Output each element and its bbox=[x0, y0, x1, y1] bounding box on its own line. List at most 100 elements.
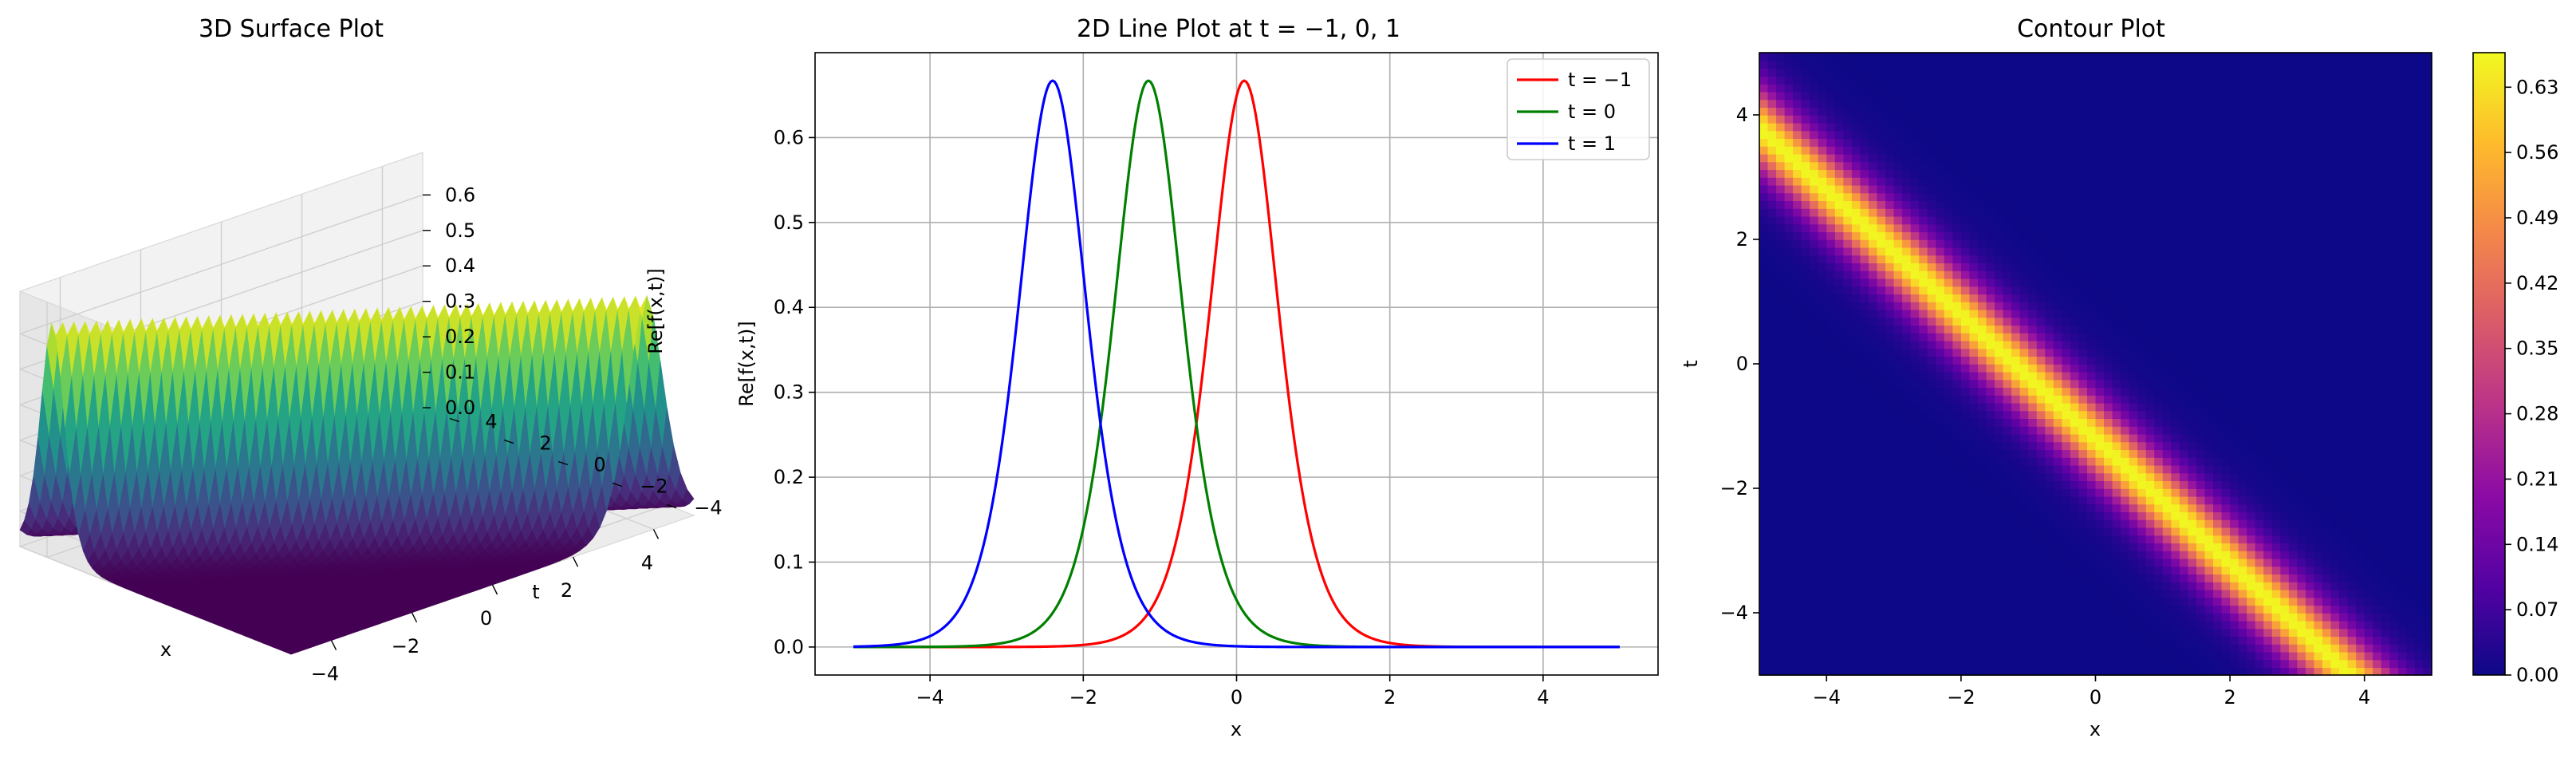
contour-cell bbox=[2053, 613, 2063, 622]
contour-cell bbox=[2019, 620, 2029, 630]
contour-cell bbox=[1826, 620, 1836, 630]
contour-cell bbox=[2347, 636, 2357, 645]
contour-cell bbox=[2053, 597, 2063, 606]
contour-cell bbox=[2305, 582, 2315, 590]
contour-cell bbox=[1969, 597, 1979, 606]
contour-cell bbox=[1834, 613, 1845, 622]
contour-cell bbox=[2238, 628, 2247, 638]
contour-cell bbox=[1936, 566, 1945, 575]
contour-cell bbox=[2330, 605, 2340, 614]
contour-cell bbox=[2095, 582, 2105, 590]
contour-cell bbox=[2230, 628, 2239, 638]
contour-cell bbox=[1776, 636, 1786, 645]
contour-cell bbox=[2339, 566, 2349, 575]
line-chart-y-tick-label: 0.0 bbox=[774, 636, 804, 658]
contour-cell bbox=[1927, 605, 1937, 614]
contour-cell bbox=[2204, 558, 2214, 567]
contour-cell bbox=[2221, 636, 2231, 645]
contour-cell bbox=[1759, 551, 1769, 559]
contour-cell bbox=[2019, 558, 2029, 567]
contour-cell bbox=[1936, 636, 1945, 645]
contour-cell bbox=[2389, 558, 2399, 567]
contour-cell bbox=[2179, 597, 2189, 606]
contour-cell bbox=[2028, 620, 2038, 630]
contour-cell bbox=[2003, 605, 2012, 614]
contour-cell bbox=[1810, 566, 1819, 575]
contour-cell bbox=[2145, 644, 2156, 653]
contour-cell bbox=[2188, 597, 2197, 606]
contour-cell bbox=[2137, 605, 2147, 614]
contour-cell bbox=[2389, 589, 2399, 598]
contour-cell bbox=[2129, 574, 2138, 582]
contour-cell bbox=[2238, 566, 2247, 575]
contour-cell bbox=[2373, 605, 2382, 614]
contour-cell bbox=[1843, 574, 1853, 582]
contour-cell bbox=[2373, 574, 2382, 582]
contour-cell bbox=[2104, 620, 2113, 630]
contour-cell bbox=[1877, 574, 1886, 582]
line-chart-y-axis-label: Re[f(x,t)] bbox=[735, 321, 758, 407]
contour-cell bbox=[2003, 628, 2012, 638]
contour-cell bbox=[1877, 613, 1886, 622]
contour-cell bbox=[2280, 582, 2290, 590]
contour-cell bbox=[2305, 597, 2315, 606]
contour-cell bbox=[2196, 597, 2206, 606]
contour-cell bbox=[2322, 644, 2332, 653]
contour-cell bbox=[2322, 582, 2332, 590]
contour-cell bbox=[1810, 644, 1819, 653]
contour-cell bbox=[2305, 659, 2315, 669]
contour-cell bbox=[2230, 589, 2239, 598]
contour-cell bbox=[1893, 566, 1903, 575]
contour-cell bbox=[1885, 597, 1895, 606]
contour-cell bbox=[1936, 597, 1945, 606]
contour-cell bbox=[2280, 551, 2290, 559]
contour-cell bbox=[2196, 620, 2206, 630]
contour-cell bbox=[2389, 620, 2399, 630]
contour-cell bbox=[2086, 589, 2097, 598]
contour-cell bbox=[1877, 644, 1886, 653]
contour-cell bbox=[2414, 644, 2424, 653]
contour-cell bbox=[2188, 651, 2197, 661]
contour-cell bbox=[2145, 605, 2156, 614]
contour-cell bbox=[1877, 636, 1886, 645]
contour-cell bbox=[2036, 628, 2046, 638]
contour-cell bbox=[1801, 620, 1811, 630]
contour-cell bbox=[2078, 651, 2088, 661]
contour-cell bbox=[2154, 551, 2164, 559]
contour-cell bbox=[2204, 651, 2214, 661]
surface-z-tick-label: 0.5 bbox=[445, 219, 475, 242]
contour-cell bbox=[2288, 605, 2298, 614]
contour-cell bbox=[2305, 558, 2315, 567]
contour-cell bbox=[1868, 659, 1878, 669]
contour-cell bbox=[2137, 574, 2147, 582]
contour-cell bbox=[2356, 566, 2365, 575]
contour-cell bbox=[1986, 613, 1995, 622]
contour-cell bbox=[1910, 589, 1920, 598]
contour-cell bbox=[2364, 597, 2374, 606]
contour-cell bbox=[2397, 589, 2408, 598]
contour-cell bbox=[2288, 597, 2298, 606]
contour-cell bbox=[2423, 644, 2432, 653]
contour-cell bbox=[2297, 566, 2306, 575]
contour-cell bbox=[2271, 558, 2282, 567]
contour-cell bbox=[2062, 597, 2071, 606]
contour-cell bbox=[1977, 628, 1987, 638]
contour-cell bbox=[1826, 659, 1836, 669]
contour-cell bbox=[1910, 636, 1920, 645]
contour-cell bbox=[2162, 613, 2172, 622]
contour-cell bbox=[2062, 582, 2071, 590]
contour-cell bbox=[2314, 636, 2323, 645]
contour-cell bbox=[2171, 597, 2180, 606]
contour-cell bbox=[2078, 613, 2088, 622]
contour-cell bbox=[2305, 605, 2315, 614]
contour-cell bbox=[1910, 659, 1920, 669]
contour-cell bbox=[2036, 659, 2046, 669]
contour-cell bbox=[1784, 566, 1794, 575]
contour-cell bbox=[1952, 551, 1962, 559]
contour-cell bbox=[1851, 566, 1861, 575]
contour-cell bbox=[2104, 551, 2113, 559]
contour-cell bbox=[2373, 589, 2382, 598]
contour-cell bbox=[1960, 597, 1971, 606]
surface-t-axis-label: t bbox=[532, 581, 539, 603]
contour-cell bbox=[2221, 651, 2231, 661]
